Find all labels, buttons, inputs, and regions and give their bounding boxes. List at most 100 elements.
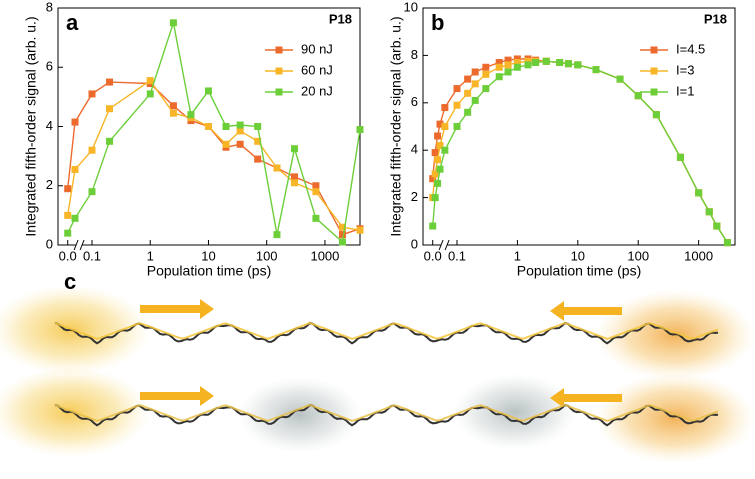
data-point <box>723 239 731 247</box>
data-point <box>574 61 582 69</box>
data-point <box>441 146 449 154</box>
data-point <box>436 120 444 128</box>
data-point <box>338 231 346 239</box>
legend-label: 60 nJ <box>301 62 333 77</box>
y-tick-label: 8 <box>411 47 418 62</box>
annotation: P18 <box>704 11 727 26</box>
annotation: P18 <box>329 11 352 26</box>
data-point <box>429 222 437 230</box>
data-point <box>431 149 439 157</box>
data-point <box>705 208 713 216</box>
data-point <box>290 173 298 181</box>
data-point <box>482 85 490 93</box>
y-tick-label: 6 <box>46 59 53 74</box>
data-point <box>464 89 472 97</box>
y-tick-label: 2 <box>46 177 53 192</box>
data-point <box>436 141 444 149</box>
data-point <box>524 61 532 69</box>
data-point <box>187 111 195 119</box>
data-point <box>222 140 230 148</box>
data-point <box>204 87 212 95</box>
x-tick-label: 1 <box>147 248 154 263</box>
legend-marker <box>650 46 658 54</box>
data-point <box>616 75 624 83</box>
data-point <box>513 59 521 67</box>
data-point <box>453 101 461 109</box>
axis-break-gap <box>76 239 83 251</box>
data-point <box>441 104 449 112</box>
x-axis-label: Population time (ps) <box>517 263 642 279</box>
data-point <box>64 185 72 193</box>
data-point <box>504 56 512 64</box>
data-point <box>513 55 521 63</box>
data-point <box>434 132 442 140</box>
y-tick-label: 0 <box>46 236 53 251</box>
panel-label: a <box>66 10 79 35</box>
data-point <box>513 63 521 71</box>
exciton-glow <box>595 373 755 463</box>
data-point <box>312 188 320 196</box>
data-point <box>495 59 503 67</box>
data-point <box>436 165 444 173</box>
series-line <box>67 81 361 236</box>
data-point <box>106 78 114 86</box>
x-tick-label: 10 <box>201 248 215 263</box>
x-tick-label: 100 <box>256 248 278 263</box>
dark-glow <box>238 377 362 453</box>
chain-backbone <box>54 321 719 345</box>
data-point <box>532 59 540 67</box>
chain-overlay <box>54 403 719 422</box>
data-point <box>695 189 703 197</box>
arrow-left <box>550 301 622 321</box>
data-point <box>464 108 472 116</box>
chart: 0 2 4 6 8 10 0.0 0.1 1 10 100 1000 Population time (… <box>388 0 736 279</box>
x-tick-label: 0.1 <box>83 248 101 263</box>
legend-label: I=4.5 <box>676 41 705 56</box>
arrow-right <box>140 299 214 319</box>
data-point <box>146 90 154 98</box>
data-point <box>222 123 230 130</box>
data-point <box>471 80 479 88</box>
data-point <box>204 123 212 130</box>
data-point <box>495 73 503 81</box>
data-point <box>169 109 177 117</box>
data-point <box>542 57 550 65</box>
data-point <box>290 145 298 153</box>
data-point <box>88 90 96 98</box>
data-point <box>504 61 512 69</box>
axis-break <box>73 239 79 251</box>
legend-marker <box>275 88 283 96</box>
legend-marker <box>650 88 658 96</box>
arrows <box>140 299 622 408</box>
legend-marker <box>275 67 283 75</box>
x-tick-label: 0.0 <box>59 248 77 263</box>
data-point <box>482 63 490 71</box>
data-point <box>146 77 154 85</box>
arrow-right <box>140 386 214 406</box>
data-point <box>504 68 512 76</box>
x-tick-label: 100 <box>627 248 649 263</box>
data-point <box>453 123 461 130</box>
data-point <box>471 68 479 76</box>
data-point <box>236 127 244 135</box>
data-point <box>356 226 364 234</box>
panel-label: b <box>431 10 444 35</box>
chain-backbone <box>54 403 719 427</box>
data-point <box>88 188 96 196</box>
data-point <box>338 238 346 246</box>
data-point <box>434 179 442 187</box>
arrow-left <box>550 388 622 408</box>
data-point <box>676 153 684 161</box>
chart: 0 2 4 6 8 0.0 0.1 1 10 100 1000 Population time (ps… <box>23 0 364 279</box>
data-point <box>592 66 600 74</box>
data-point <box>64 229 72 237</box>
legend-marker <box>650 67 658 75</box>
data-point <box>429 175 437 183</box>
data-point <box>338 223 346 231</box>
legend-marker <box>275 46 283 54</box>
x-tick-label: 1 <box>514 248 521 263</box>
legend-label: 20 nJ <box>301 83 333 98</box>
data-point <box>106 137 114 145</box>
data-point <box>236 140 244 148</box>
chain-overlay <box>54 321 719 340</box>
